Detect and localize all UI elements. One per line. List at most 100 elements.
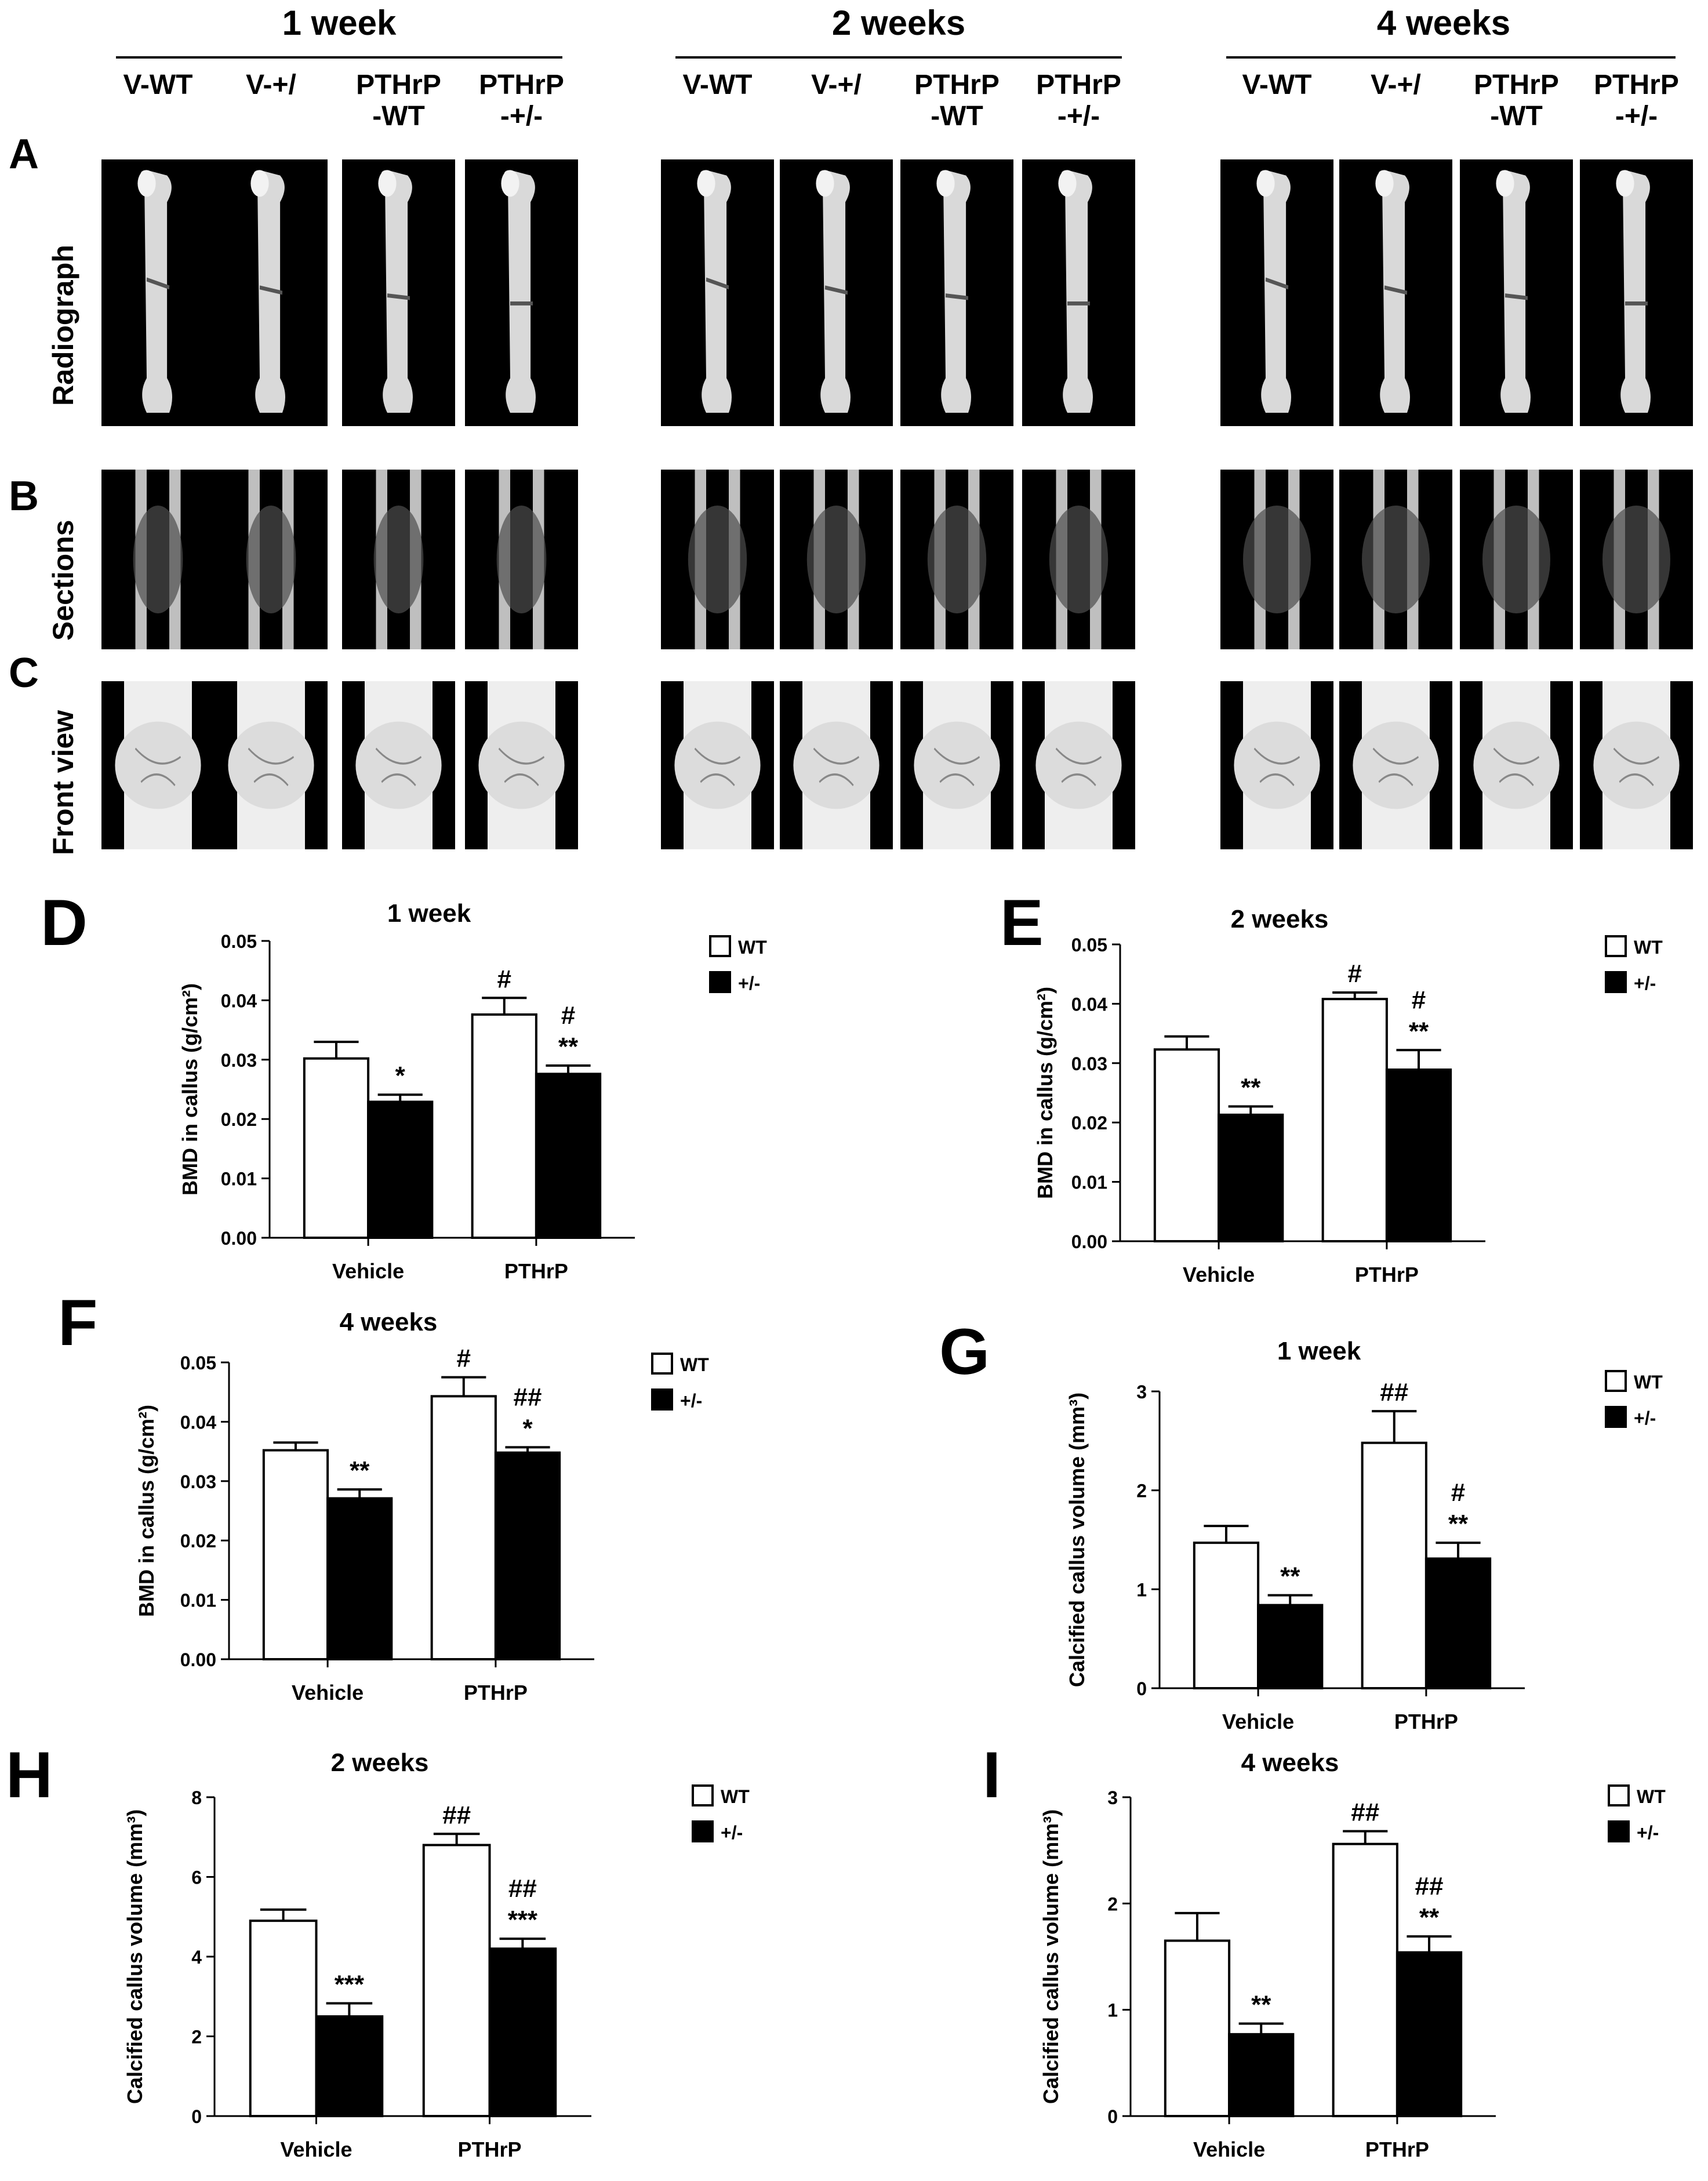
significance-label: ## bbox=[1380, 1378, 1408, 1406]
y-tick-label: 0.00 bbox=[221, 1228, 257, 1249]
y-tick-label: 2 bbox=[191, 2027, 202, 2048]
significance-label: # bbox=[1348, 959, 1362, 988]
femoral-head-shape bbox=[1058, 170, 1077, 197]
chart-title: 4 weeks bbox=[1241, 1749, 1339, 1777]
x-category-label: Vehicle bbox=[1222, 1710, 1294, 1733]
x-category-label: Vehicle bbox=[292, 1681, 364, 1704]
y-tick-label: 3 bbox=[1136, 1382, 1147, 1402]
panel-letter: B bbox=[9, 473, 39, 519]
column-label: V-WT bbox=[1242, 70, 1312, 100]
significance-label: # ** bbox=[558, 1001, 579, 1061]
radiograph-image bbox=[780, 159, 893, 426]
bar-het bbox=[535, 1073, 602, 1239]
callus-shape bbox=[133, 506, 183, 613]
surface-image bbox=[661, 681, 774, 849]
callus-surface-shape bbox=[355, 721, 442, 809]
callus-shape bbox=[1243, 506, 1311, 613]
fracture-line bbox=[1384, 285, 1408, 295]
bar-wt bbox=[1153, 1048, 1220, 1242]
legend-label-het: +/- bbox=[1634, 973, 1656, 994]
legend-label-wt: WT bbox=[721, 1786, 750, 1807]
callus-shape bbox=[1049, 506, 1109, 613]
fracture-line bbox=[146, 277, 170, 290]
callus-shape bbox=[1482, 506, 1550, 613]
texture-shape bbox=[1055, 747, 1102, 787]
bar-wt bbox=[1361, 1441, 1427, 1689]
y-tick-label: 0.05 bbox=[1071, 935, 1107, 955]
callus-surface-shape bbox=[1234, 721, 1320, 809]
callus-shape bbox=[806, 506, 866, 613]
significance-label: ## *** bbox=[508, 1874, 538, 1934]
y-axis-label: Calcified callus volume (mm³) bbox=[1065, 1393, 1089, 1687]
surface-image bbox=[1022, 681, 1135, 849]
week-underline bbox=[116, 56, 562, 59]
section-image bbox=[780, 470, 893, 649]
radiograph-image bbox=[900, 159, 1013, 426]
radiograph-image bbox=[101, 159, 215, 426]
x-category-label: Vehicle bbox=[280, 2138, 352, 2161]
legend-swatch-wt bbox=[1608, 1784, 1630, 1806]
callus-surface-shape bbox=[1593, 721, 1680, 809]
significance-label: ## * bbox=[514, 1383, 542, 1442]
row-label: Front view bbox=[47, 710, 79, 855]
legend-swatch-het bbox=[1608, 1820, 1630, 1842]
callus-surface-shape bbox=[793, 721, 880, 809]
callus-surface-shape bbox=[228, 721, 314, 809]
panel-letter: E bbox=[1000, 886, 1044, 959]
surface-image bbox=[342, 681, 455, 849]
radiograph-image bbox=[1460, 159, 1573, 426]
femoral-head-shape bbox=[936, 170, 955, 197]
y-tick-label: 1 bbox=[1107, 2000, 1118, 2021]
x-category-label: PTHrP bbox=[504, 1259, 568, 1283]
section-image bbox=[1022, 470, 1135, 649]
x-category-label: Vehicle bbox=[1183, 1263, 1255, 1286]
y-tick-label: 0.01 bbox=[1071, 1172, 1107, 1193]
legend-swatch-het bbox=[709, 971, 731, 993]
callus-surface-shape bbox=[1035, 721, 1122, 809]
texture-shape bbox=[248, 747, 295, 787]
texture-shape bbox=[1253, 747, 1300, 787]
bar-het bbox=[1257, 1604, 1324, 1690]
y-tick-label: 0.02 bbox=[1071, 1113, 1107, 1133]
row-label: Sections bbox=[47, 519, 79, 641]
bar-het bbox=[488, 1947, 557, 2117]
bar-chart: D 1 week 0.00 0.01 0.02 0.03 0.04 0.05 BMD in ca… bbox=[41, 886, 767, 1283]
femur-shape bbox=[700, 170, 732, 413]
y-tick-label: 3 bbox=[1107, 1787, 1118, 1808]
callus-shape bbox=[1602, 506, 1670, 613]
column-label: PTHrP -+/- bbox=[479, 70, 564, 132]
y-tick-label: 0 bbox=[191, 2106, 202, 2127]
bar-wt bbox=[249, 1920, 318, 2117]
panel-letter: H bbox=[6, 1739, 53, 1811]
callus-shape bbox=[927, 506, 987, 613]
femur-shape bbox=[504, 170, 536, 413]
surface-image bbox=[1220, 681, 1333, 849]
radiograph-image bbox=[661, 159, 774, 426]
bar-wt bbox=[430, 1395, 497, 1660]
legend-label-wt: WT bbox=[1634, 937, 1663, 958]
column-label: PTHrP -+/- bbox=[1036, 70, 1121, 132]
significance-label: ** bbox=[1280, 1562, 1300, 1591]
legend-swatch-wt bbox=[709, 935, 731, 957]
radiograph-image bbox=[342, 159, 455, 426]
bar-wt bbox=[1321, 998, 1388, 1242]
bar-chart: I 4 weeks 0 1 2 3 Calcified callus volume (mm³… bbox=[983, 1739, 1666, 2161]
bar-chart: G 1 week 0 1 2 3 Calcified callus volume (mm³)… bbox=[939, 1315, 1663, 1733]
fracture-line bbox=[1505, 293, 1528, 300]
section-image bbox=[101, 470, 215, 649]
femur-shape bbox=[1499, 170, 1531, 413]
y-tick-label: 0.05 bbox=[221, 931, 257, 952]
x-category-label: PTHrP bbox=[1355, 1263, 1419, 1286]
femur-shape bbox=[1259, 170, 1292, 413]
panel-letter: I bbox=[983, 1739, 1001, 1811]
legend-swatch-wt bbox=[1605, 1370, 1627, 1392]
y-tick-label: 0 bbox=[1136, 1678, 1147, 1699]
femoral-head-shape bbox=[137, 170, 156, 197]
bar-het bbox=[1385, 1068, 1452, 1242]
radiograph-image bbox=[1022, 159, 1135, 426]
bar-het bbox=[1424, 1557, 1492, 1689]
y-tick-label: 8 bbox=[191, 1787, 202, 1808]
surface-image bbox=[900, 681, 1013, 849]
callus-shape bbox=[246, 506, 296, 613]
legend-label-het: +/- bbox=[738, 973, 760, 994]
